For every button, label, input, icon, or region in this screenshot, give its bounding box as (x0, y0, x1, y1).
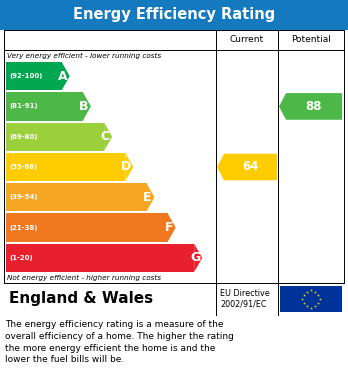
Text: The energy efficiency rating is a measure of the
overall efficiency of a home. T: The energy efficiency rating is a measur… (5, 320, 234, 364)
Bar (4, 283, 344, 315)
Text: Energy Efficiency Rating: Energy Efficiency Rating (73, 7, 275, 23)
Polygon shape (104, 122, 112, 151)
Polygon shape (217, 154, 277, 180)
Text: 88: 88 (306, 100, 322, 113)
Bar (6, 92, 83, 120)
Polygon shape (147, 183, 155, 212)
Polygon shape (125, 153, 133, 181)
Text: D: D (121, 160, 132, 174)
Text: Very energy efficient - lower running costs: Very energy efficient - lower running co… (7, 52, 161, 59)
Text: (92-100): (92-100) (9, 73, 42, 79)
Bar (6, 153, 125, 181)
Text: Current: Current (230, 36, 264, 45)
Polygon shape (194, 244, 202, 272)
Text: F: F (165, 221, 173, 234)
Text: (81-91): (81-91) (9, 104, 38, 109)
Text: (21-38): (21-38) (9, 224, 38, 231)
Bar (6, 183, 147, 212)
Bar (6, 213, 168, 242)
Polygon shape (279, 93, 342, 120)
Text: (39-54): (39-54) (9, 194, 38, 200)
Polygon shape (62, 62, 70, 90)
Text: C: C (101, 130, 110, 143)
Text: 64: 64 (242, 160, 259, 174)
Text: (55-68): (55-68) (9, 164, 37, 170)
Text: E: E (143, 191, 152, 204)
Text: (1-20): (1-20) (9, 255, 33, 261)
Text: A: A (58, 70, 68, 83)
Text: B: B (79, 100, 89, 113)
Bar (6, 244, 194, 272)
Text: EU Directive
2002/91/EC: EU Directive 2002/91/EC (220, 289, 270, 309)
Text: (69-80): (69-80) (9, 134, 38, 140)
Text: Not energy efficient - higher running costs: Not energy efficient - higher running co… (7, 275, 161, 281)
Polygon shape (83, 92, 91, 120)
Bar (6, 122, 104, 151)
Text: G: G (190, 251, 200, 264)
Bar (280, 286, 342, 312)
Bar (0, 0, 348, 30)
Text: England & Wales: England & Wales (9, 292, 153, 307)
Text: Potential: Potential (291, 36, 331, 45)
Polygon shape (168, 213, 176, 242)
Bar (6, 62, 62, 90)
Bar (4, 30, 344, 283)
